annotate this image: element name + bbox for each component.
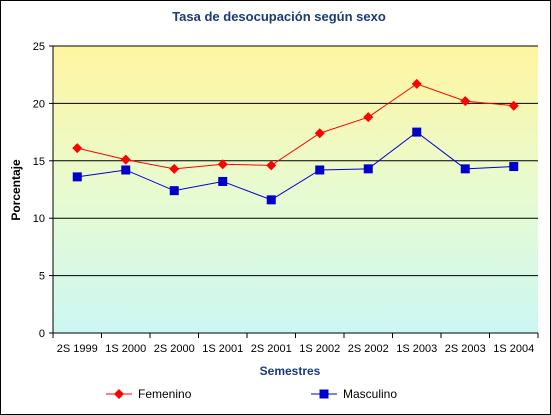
x-tick-label: 2S 2003 <box>445 343 486 355</box>
x-tick-label: 1S 2001 <box>202 343 243 355</box>
legend-label-femenino: Femenino <box>138 387 192 401</box>
point-masculino <box>121 165 131 175</box>
point-masculino <box>315 165 325 175</box>
point-masculino <box>266 195 276 205</box>
point-femenino <box>72 143 83 154</box>
x-tick-label: 1S 2003 <box>396 343 437 355</box>
point-masculino <box>363 164 373 174</box>
x-tick-label: 2S 2001 <box>251 343 292 355</box>
y-tick-label: 15 <box>33 156 45 168</box>
x-tick-label: 2S 1999 <box>57 343 98 355</box>
point-masculino <box>218 176 228 186</box>
x-tick-labels: 2S 1999 1S 2000 2S 2000 1S 2001 2S 2001 1S 20… <box>57 343 534 355</box>
point-femenino <box>169 163 180 174</box>
point-masculino <box>412 127 422 137</box>
point-femenino <box>120 154 131 165</box>
y-tick-label: 10 <box>33 213 45 225</box>
legend-marker-masculino <box>319 389 329 399</box>
point-femenino <box>314 128 325 139</box>
point-masculino <box>72 172 82 182</box>
y-tick-label: 25 <box>33 41 45 53</box>
plot-area <box>53 46 538 333</box>
y-axis-label: Porcentaje <box>9 159 23 221</box>
point-femenino <box>217 159 228 170</box>
point-femenino <box>363 112 374 123</box>
point-femenino <box>460 96 471 107</box>
legend-label-masculino: Masculino <box>343 387 397 401</box>
point-masculino <box>169 186 179 196</box>
y-tick-label: 5 <box>39 271 45 283</box>
x-tick-label: 2S 2002 <box>348 343 389 355</box>
y-tick-labels: 0 5 10 15 20 25 <box>33 41 45 340</box>
x-tick-label: 2S 2000 <box>154 343 195 355</box>
point-masculino <box>509 162 519 172</box>
legend-marker-femenino <box>114 389 124 399</box>
series <box>72 78 519 205</box>
x-axis-label: Semestres <box>260 364 321 378</box>
point-masculino <box>460 164 470 174</box>
x-tick-label: 1S 2000 <box>105 343 146 355</box>
x-tick-label: 1S 2004 <box>493 343 534 355</box>
chart-title: Tasa de desocupación según sexo <box>172 9 386 24</box>
y-tick-label: 20 <box>33 98 45 110</box>
point-femenino <box>508 100 519 111</box>
y-tick-label: 0 <box>39 328 45 340</box>
series-line-masculino <box>77 131 514 201</box>
point-femenino <box>411 78 422 89</box>
x-tick-label: 1S 2002 <box>299 343 340 355</box>
point-femenino <box>266 160 277 171</box>
legend: Femenino Masculino <box>106 387 397 401</box>
axes <box>49 45 539 338</box>
series-line-femenino <box>77 83 514 170</box>
